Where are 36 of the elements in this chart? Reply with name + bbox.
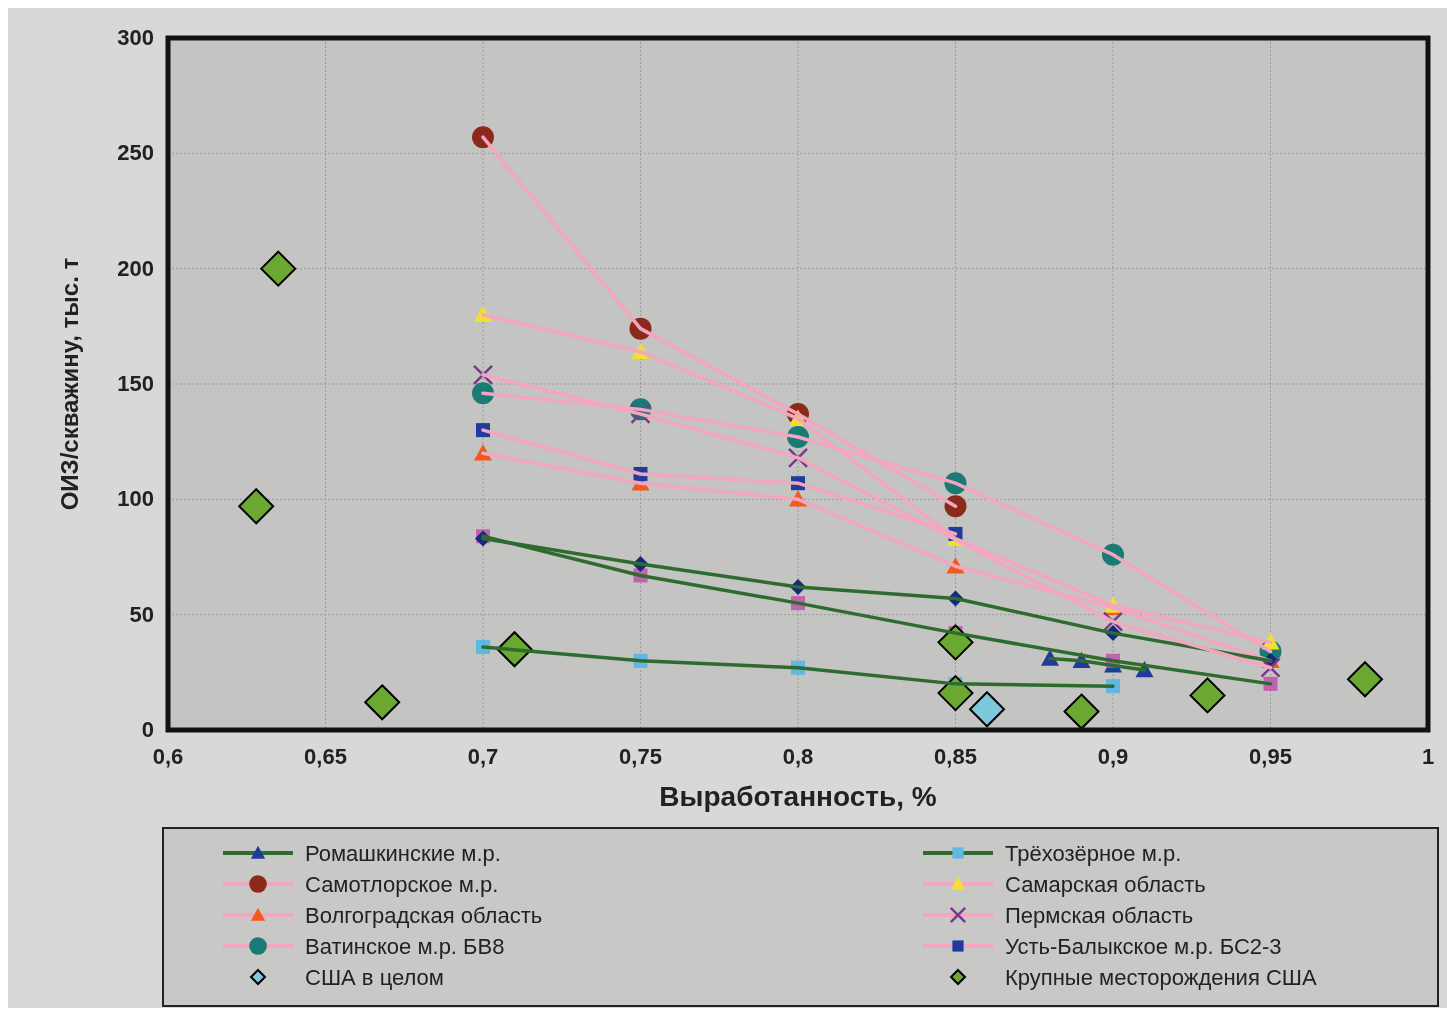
legend-label: Ватинское м.р. БВ8 (305, 934, 505, 959)
x-axis-title: Выработанность, % (659, 781, 937, 812)
legend-label: Ромашкинские м.р. (305, 841, 501, 866)
legend-label: Трёхозёрное м.р. (1005, 841, 1182, 866)
legend-label: Пермская область (1005, 903, 1194, 928)
x-tick-label: 0,9 (1097, 744, 1129, 769)
legend-label: Волгоградская область (305, 903, 543, 928)
point (969, 691, 1005, 728)
x-tick-label: 0,65 (304, 744, 347, 769)
point (937, 675, 974, 712)
y-tick-label: 0 (141, 717, 154, 742)
x-tick-label: 0,8 (782, 744, 814, 769)
point (1347, 661, 1383, 698)
x-tick-label: 0,6 (152, 744, 184, 769)
point (1189, 677, 1226, 714)
legend-label: Усть-Балыкское м.р. БС2-3 (1005, 934, 1282, 959)
point (1063, 693, 1100, 730)
x-tick-label: 0,75 (619, 744, 662, 769)
y-tick-label: 250 (117, 140, 154, 166)
x-tick-label: 0,85 (934, 744, 977, 769)
y-axis-title: ОИЗ/скважину, тыс. т (56, 257, 83, 511)
y-tick-label: 200 (117, 255, 154, 281)
y-tick-label: 100 (117, 486, 154, 512)
x-tick-label: 0,7 (467, 744, 499, 769)
legend-label: Самотлорское м.р. (305, 872, 499, 897)
point (260, 250, 297, 287)
y-tick-label: 50 (129, 601, 154, 627)
legend-label: США в целом (305, 965, 444, 990)
point (238, 488, 275, 525)
legend-label: Самарская область (1005, 872, 1206, 897)
x-tick-label: 0,95 (1249, 744, 1292, 769)
y-tick-label: 150 (117, 371, 154, 396)
point (364, 684, 401, 721)
legend-label: Крупные месторождения США (1005, 965, 1317, 990)
x-tick-label: 1 (1421, 744, 1435, 769)
y-tick-label: 300 (117, 25, 154, 50)
